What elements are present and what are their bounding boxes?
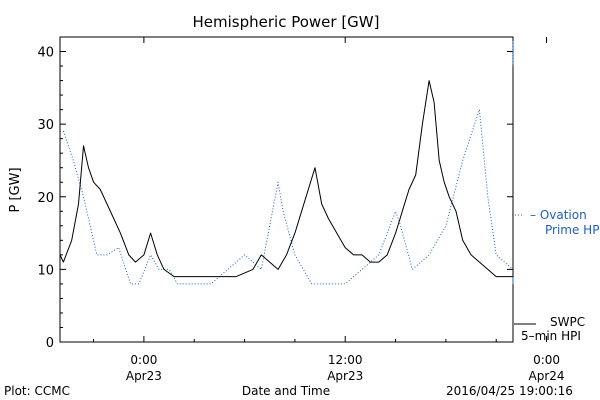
x-tick-time-label: 0:00	[130, 353, 157, 367]
y-tick-label: 10	[37, 263, 54, 278]
x-tick-date-label: Apr23	[327, 369, 363, 383]
x-tick-time-label: 12:00	[328, 353, 363, 367]
y-axis-label: P [GW]	[8, 167, 23, 212]
x-tick-date-label: Apr24	[529, 369, 565, 383]
x-axis-label: Date and Time	[242, 384, 330, 398]
series-ovation-line	[60, 40, 514, 285]
y-tick-label: 20	[37, 191, 54, 206]
x-tick-time-label: 0:00	[533, 353, 560, 367]
chart-title: Hemispheric Power [GW]	[193, 13, 380, 31]
y-tick-label: 30	[37, 118, 54, 133]
y-tick-label: 40	[37, 46, 54, 61]
legend-ovation-label-line2: Prime HPI	[545, 223, 600, 237]
legend-ovation-label-line1: – Ovation	[530, 208, 587, 222]
footer-credit: Plot: CCMC	[4, 384, 70, 398]
legend-swpc-label-line1: SWPC	[550, 315, 585, 329]
series-layer	[59, 40, 514, 285]
plot-frame	[59, 36, 514, 343]
series-swpc-line	[59, 65, 514, 278]
footer-timestamp: 2016/04/25 19:00:16	[446, 384, 573, 398]
x-tick-date-label: Apr23	[126, 369, 162, 383]
legend-swpc-label-line2: 5–min HPI	[521, 329, 581, 343]
axis-ticks: 0102030400:00Apr2312:00Apr230:00Apr2412:…	[37, 36, 565, 383]
y-tick-label: 0	[46, 336, 54, 351]
